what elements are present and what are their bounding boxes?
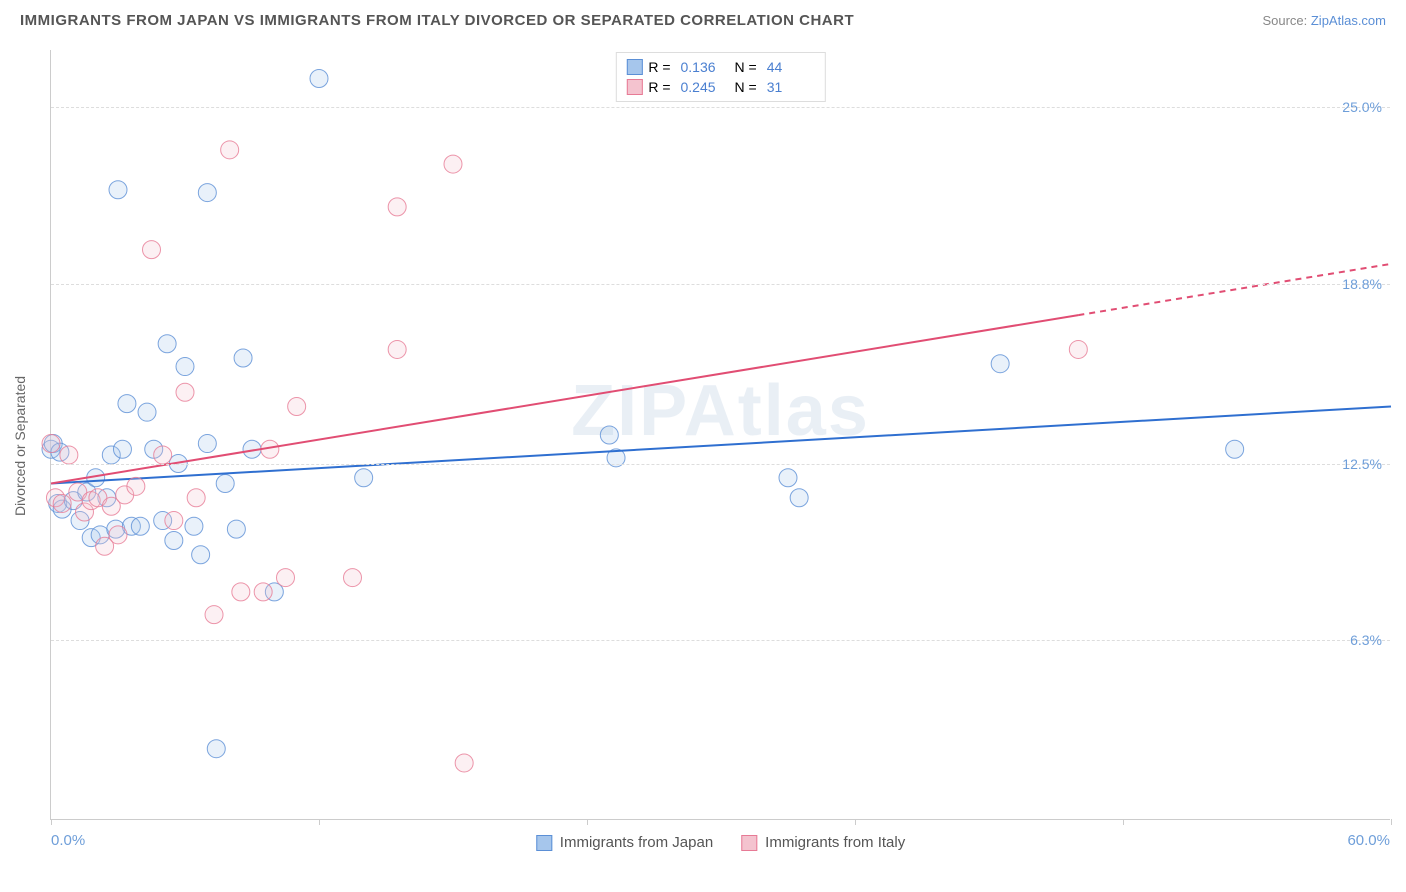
- data-point: [109, 181, 127, 199]
- data-point: [355, 469, 373, 487]
- scatter-svg: [51, 50, 1390, 819]
- data-point: [42, 435, 60, 453]
- data-point: [310, 70, 328, 88]
- legend-swatch: [536, 835, 552, 851]
- data-point: [198, 184, 216, 202]
- legend-R-label: R =: [648, 59, 670, 75]
- data-point: [198, 435, 216, 453]
- data-point: [600, 426, 618, 444]
- legend-N-value: 44: [767, 59, 815, 75]
- legend-R-value: 0.245: [681, 79, 729, 95]
- data-point: [154, 446, 172, 464]
- legend-swatch: [626, 59, 642, 75]
- data-point: [277, 569, 295, 587]
- data-point: [138, 403, 156, 421]
- gridline: [51, 464, 1390, 465]
- data-point: [216, 474, 234, 492]
- chart-plot-area: ZIPAtlas R =0.136N =44R =0.245N =31 Immi…: [50, 50, 1390, 820]
- data-point: [221, 141, 239, 159]
- data-point: [207, 740, 225, 758]
- data-point: [388, 340, 406, 358]
- data-point: [165, 512, 183, 530]
- data-point: [779, 469, 797, 487]
- data-point: [232, 583, 250, 601]
- legend-series-item: Immigrants from Italy: [741, 834, 905, 851]
- data-point: [234, 349, 252, 367]
- data-point: [109, 526, 127, 544]
- data-point: [205, 606, 223, 624]
- data-point: [455, 754, 473, 772]
- data-point: [388, 198, 406, 216]
- data-point: [60, 446, 78, 464]
- legend-series: Immigrants from Japan Immigrants from Ita…: [536, 834, 905, 851]
- gridline: [51, 640, 1390, 641]
- data-point: [165, 532, 183, 550]
- legend-stats-row: R = 0.245 N = 31: [626, 77, 814, 97]
- x-tick: [1391, 819, 1392, 825]
- data-point: [158, 335, 176, 353]
- legend-N-label: N =: [735, 59, 757, 75]
- data-point: [185, 517, 203, 535]
- legend-series-item: Immigrants from Japan: [536, 834, 713, 851]
- data-point: [344, 569, 362, 587]
- gridline: [51, 284, 1390, 285]
- data-point: [187, 489, 205, 507]
- y-tick-label: 25.0%: [1342, 99, 1382, 115]
- legend-R-value: 0.136: [681, 59, 729, 75]
- data-point: [127, 477, 145, 495]
- source-prefix: Source:: [1262, 13, 1310, 28]
- data-point: [113, 440, 131, 458]
- data-point: [143, 241, 161, 259]
- y-tick-label: 6.3%: [1350, 632, 1382, 648]
- data-point: [192, 546, 210, 564]
- data-point: [254, 583, 272, 601]
- trend-line: [51, 315, 1078, 483]
- y-tick-label: 12.5%: [1342, 456, 1382, 472]
- legend-N-value: 31: [767, 79, 815, 95]
- x-tick: [319, 819, 320, 825]
- source-attribution: Source: ZipAtlas.com: [1262, 13, 1386, 28]
- x-tick: [1123, 819, 1124, 825]
- y-axis-label: Divorced or Separated: [12, 376, 28, 516]
- x-axis-max-label: 60.0%: [1347, 832, 1390, 849]
- data-point: [444, 155, 462, 173]
- data-point: [176, 358, 194, 376]
- data-point: [53, 494, 71, 512]
- x-tick: [855, 819, 856, 825]
- data-point: [118, 395, 136, 413]
- source-link[interactable]: ZipAtlas.com: [1311, 13, 1386, 28]
- data-point: [1226, 440, 1244, 458]
- legend-series-label: Immigrants from Italy: [765, 834, 905, 851]
- data-point: [288, 397, 306, 415]
- y-tick-label: 18.8%: [1342, 276, 1382, 292]
- legend-series-label: Immigrants from Japan: [560, 834, 713, 851]
- data-point: [131, 517, 149, 535]
- x-tick: [587, 819, 588, 825]
- data-point: [991, 355, 1009, 373]
- data-point: [227, 520, 245, 538]
- legend-swatch: [741, 835, 757, 851]
- legend-stats: R = 0.136 N = 44 R = 0.245 N = 31: [615, 52, 825, 102]
- legend-R-label: R =: [648, 79, 670, 95]
- legend-N-label: N =: [735, 79, 757, 95]
- x-tick: [51, 819, 52, 825]
- x-axis-min-label: 0.0%: [51, 832, 85, 849]
- data-point: [790, 489, 808, 507]
- legend-stats-row: R = 0.136 N = 44: [626, 57, 814, 77]
- gridline: [51, 107, 1390, 108]
- legend-swatch: [626, 79, 642, 95]
- chart-title: IMMIGRANTS FROM JAPAN VS IMMIGRANTS FROM…: [20, 12, 854, 29]
- data-point: [176, 383, 194, 401]
- data-point: [1069, 340, 1087, 358]
